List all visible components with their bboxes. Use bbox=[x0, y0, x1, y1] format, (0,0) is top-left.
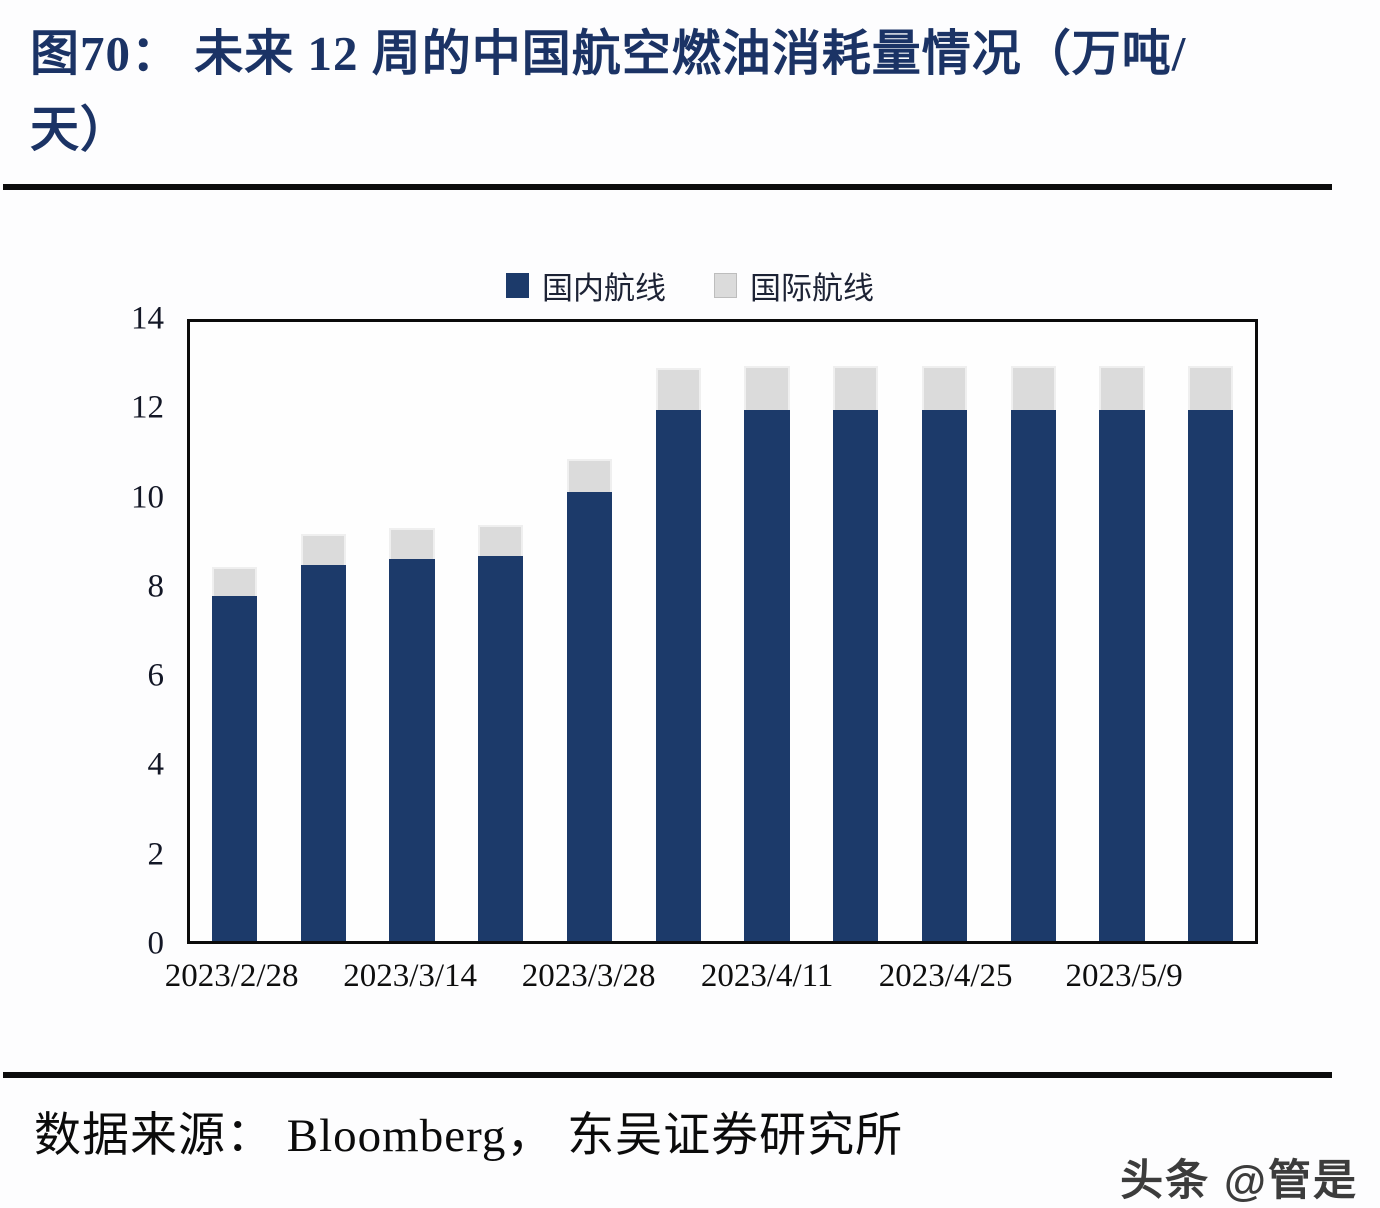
segment-international bbox=[389, 527, 435, 559]
figure-title: 图70： 未来 12 周的中国航空燃油消耗量情况（万吨/ 天） bbox=[30, 16, 1344, 168]
figure-title-line1: 图70： 未来 12 周的中国航空燃油消耗量情况（万吨/ bbox=[30, 26, 1187, 81]
y-axis: 14 12 10 8 6 4 2 0 bbox=[0, 301, 172, 962]
data-source-label: 数据来源： Bloomberg， 东吴证券研究所 bbox=[34, 1110, 904, 1162]
segment-international bbox=[744, 366, 790, 411]
y-tick-label: 12 bbox=[131, 389, 164, 426]
legend-label: 国内航线 bbox=[542, 271, 666, 306]
plot-area bbox=[187, 319, 1258, 944]
legend-item: 国内航线 bbox=[506, 263, 666, 308]
segment-international bbox=[655, 368, 701, 411]
stacked-bar bbox=[921, 322, 967, 941]
stacked-bar bbox=[1010, 322, 1056, 941]
segment-domestic bbox=[744, 410, 790, 941]
segment-international bbox=[566, 459, 612, 493]
x-tick-label: 2023/3/28 bbox=[521, 958, 656, 994]
segment-domestic bbox=[1188, 410, 1234, 941]
bar-slot bbox=[723, 322, 812, 941]
segment-domestic bbox=[211, 596, 257, 941]
chart-legend: 国内航线 国际航线 bbox=[0, 263, 1380, 308]
stacked-bar bbox=[1099, 322, 1145, 941]
bar-slot bbox=[900, 322, 989, 941]
segment-domestic bbox=[1099, 410, 1145, 941]
y-tick-label: 14 bbox=[131, 300, 164, 337]
bar-slot bbox=[989, 322, 1078, 941]
y-tick-label: 8 bbox=[147, 568, 165, 605]
x-axis: 2023/2/28 2023/3/14 2023/3/28 2023/4/11 2023… bbox=[165, 958, 1258, 1004]
segment-international bbox=[1188, 366, 1234, 411]
footer-divider-rule bbox=[3, 1072, 1332, 1078]
legend-swatch bbox=[506, 273, 529, 298]
stacked-bar bbox=[389, 322, 435, 941]
y-tick-label: 10 bbox=[131, 479, 164, 516]
legend-item: 国际航线 bbox=[714, 263, 874, 308]
y-tick-label: 4 bbox=[147, 746, 165, 783]
stacked-bar bbox=[744, 322, 790, 941]
bar-slot bbox=[811, 322, 900, 941]
x-tick-label: 2023/4/11 bbox=[700, 958, 834, 994]
x-tick-label: 2023/5/9 bbox=[1065, 958, 1183, 994]
stacked-bar bbox=[478, 322, 524, 941]
segment-international bbox=[300, 534, 346, 566]
segment-domestic bbox=[478, 556, 524, 941]
segment-international bbox=[1099, 366, 1145, 411]
segment-international bbox=[478, 525, 524, 557]
stacked-bar bbox=[655, 322, 701, 941]
watermark: 头条 @管是 bbox=[1120, 1157, 1358, 1205]
segment-international bbox=[1010, 366, 1056, 411]
stacked-bar bbox=[833, 322, 879, 941]
segment-domestic bbox=[833, 410, 879, 941]
x-tick-label: 2023/4/25 bbox=[878, 958, 1013, 994]
stacked-bar bbox=[1188, 322, 1234, 941]
bar-slot bbox=[190, 322, 279, 941]
bar-slot bbox=[1078, 322, 1167, 941]
legend-label: 国际航线 bbox=[750, 271, 874, 306]
bar-slot bbox=[279, 322, 368, 941]
segment-domestic bbox=[921, 410, 967, 941]
segment-international bbox=[833, 366, 879, 411]
y-tick-label: 6 bbox=[147, 657, 165, 694]
figure-title-line2: 天） bbox=[30, 101, 131, 157]
y-tick-label: 0 bbox=[147, 925, 165, 962]
legend-swatch bbox=[714, 273, 737, 298]
stacked-bar bbox=[211, 322, 257, 941]
bar-slot bbox=[1166, 322, 1255, 941]
segment-domestic bbox=[1010, 410, 1056, 941]
bar-slot bbox=[368, 322, 457, 941]
segment-international bbox=[211, 567, 257, 597]
segment-domestic bbox=[389, 558, 435, 941]
segment-international bbox=[921, 366, 967, 411]
title-divider-rule bbox=[3, 184, 1332, 190]
segment-domestic bbox=[300, 565, 346, 941]
bar-slot bbox=[456, 322, 545, 941]
y-tick-label: 2 bbox=[147, 836, 165, 873]
bar-slot bbox=[545, 322, 634, 941]
bar-slot bbox=[634, 322, 723, 941]
segment-domestic bbox=[655, 410, 701, 941]
x-tick-label: 2023/2/28 bbox=[164, 958, 299, 994]
stacked-bar bbox=[300, 322, 346, 941]
stacked-bar bbox=[566, 322, 612, 941]
segment-domestic bbox=[566, 492, 612, 941]
x-tick-label: 2023/3/14 bbox=[343, 958, 478, 994]
